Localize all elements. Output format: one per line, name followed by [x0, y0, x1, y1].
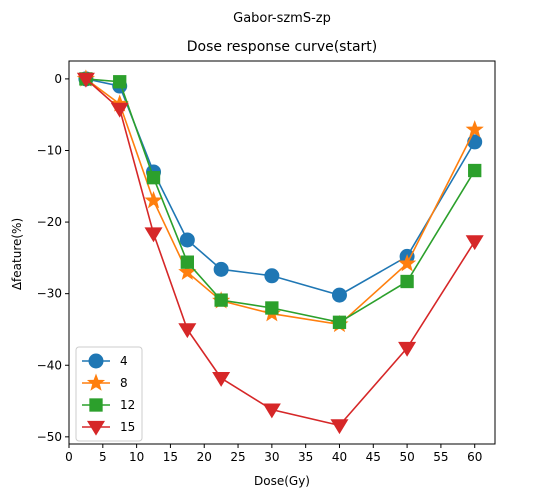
legend-label-12: 12: [120, 398, 135, 412]
data-point-15-5: [262, 403, 281, 419]
x-tick-label-55: 55: [433, 450, 448, 464]
data-point-15-4: [212, 371, 231, 387]
x-tick-label-40: 40: [332, 450, 347, 464]
legend-marker-15: [86, 420, 106, 436]
y-tick-label--30: −30: [37, 287, 62, 301]
series-15: [76, 72, 484, 435]
data-point-4-8: [467, 134, 483, 150]
data-point-8-8: [465, 120, 484, 138]
y-tick-label--10: −10: [37, 143, 62, 157]
legend-marker-8: [86, 373, 106, 391]
y-axis-label: Δfeature(%): [10, 218, 24, 290]
data-point-12-2: [146, 171, 161, 185]
axes-layer: 0 5 10 15 20 25 30 35 40 45 50 55 60 0 −10 −20 −30 −40 −50: [37, 60, 496, 464]
data-point-12-7: [400, 274, 414, 289]
data-point-12-3: [180, 255, 194, 269]
data-point-15-7: [398, 341, 417, 357]
figure-suptitle: Gabor-szmS-zp: [233, 11, 331, 26]
legend-marker-4: [88, 353, 104, 369]
data-point-15-3: [178, 323, 197, 339]
x-tick-label-20: 20: [197, 450, 212, 464]
y-tick-label--40: −40: [37, 358, 62, 372]
data-point-15-6: [330, 419, 349, 435]
data-point-15-0: [76, 72, 95, 88]
y-tick-label--50: −50: [37, 430, 62, 444]
data-point-4-6: [331, 287, 347, 303]
data-point-15-2: [144, 227, 163, 243]
legend: 4 8 12 15: [75, 346, 143, 442]
legend-label-8: 8: [120, 376, 128, 390]
x-tick-label-45: 45: [366, 450, 381, 464]
series-12: [79, 72, 482, 329]
data-point-8-2: [144, 191, 163, 209]
legend-box: [75, 346, 143, 442]
data-point-12-5: [265, 301, 279, 315]
data-point-12-1: [113, 75, 127, 89]
legend-item-12: 12: [82, 398, 135, 412]
legend-marker-12: [89, 398, 103, 412]
legend-item-4: 4: [82, 353, 128, 369]
x-tick-label-15: 15: [163, 450, 178, 464]
y-tick-label--20: −20: [37, 215, 62, 229]
data-point-4-4: [213, 261, 229, 277]
x-tick-label-5: 5: [99, 450, 107, 464]
legend-label-4: 4: [120, 354, 128, 368]
legend-item-15: 15: [82, 420, 135, 436]
axes-frame: [68, 60, 496, 445]
data-point-15-8: [465, 235, 484, 251]
x-tick-label-30: 30: [264, 450, 279, 464]
chart-title: Dose response curve(start): [187, 39, 378, 55]
legend-label-15: 15: [120, 420, 135, 434]
x-tick-label-35: 35: [298, 450, 313, 464]
data-point-15-1: [110, 102, 129, 118]
data-point-12-8: [468, 163, 482, 178]
legend-item-8: 8: [82, 373, 128, 391]
data-point-4-5: [264, 268, 280, 284]
y-tick-label-0: 0: [54, 72, 62, 86]
data-point-4-3: [179, 232, 195, 248]
data-point-12-6: [332, 315, 347, 329]
x-tick-label-25: 25: [230, 450, 245, 464]
series-layer: [76, 69, 484, 435]
x-tick-label-60: 60: [467, 450, 482, 464]
x-tick-label-0: 0: [65, 450, 73, 464]
data-point-8-7: [398, 254, 417, 272]
x-tick-label-10: 10: [129, 450, 144, 464]
x-axis-label: Dose(Gy): [254, 474, 310, 488]
x-tick-label-50: 50: [399, 450, 414, 464]
data-point-12-4: [214, 293, 228, 307]
